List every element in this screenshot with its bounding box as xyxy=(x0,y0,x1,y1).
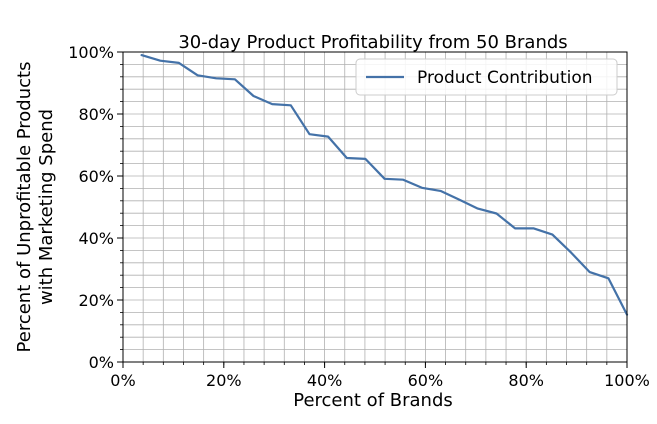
y-tick-label: 80% xyxy=(78,105,114,124)
y-tick-label: 60% xyxy=(78,167,114,186)
chart-title: 30-day Product Profitability from 50 Bra… xyxy=(178,32,567,53)
x-tick-labels: 0% 20% 40% 60% 80% 100% xyxy=(110,371,650,390)
y-axis-label-line-1: Percent of Unprofitable Products xyxy=(14,62,35,353)
y-axis-label-line-2: with Marketing Spend xyxy=(36,109,57,305)
x-axis-label: Percent of Brands xyxy=(293,390,453,411)
series-layer xyxy=(140,53,629,316)
x-tick-label: 100% xyxy=(604,371,650,390)
y-tick-label: 20% xyxy=(78,291,114,310)
legend-box xyxy=(355,58,618,96)
y-tick-labels: 0% 20% 40% 60% 80% 100% xyxy=(68,43,114,372)
y-tick-label: 40% xyxy=(78,229,114,248)
x-tick-label: 0% xyxy=(110,371,135,390)
y-tick-label: 0% xyxy=(89,353,114,372)
legend-label-product-contribution: Product Contribution xyxy=(417,68,593,88)
axis-ticks xyxy=(117,51,628,368)
x-tick-label: 60% xyxy=(408,371,444,390)
y-tick-label: 100% xyxy=(68,43,114,62)
grid-lines xyxy=(122,51,628,363)
plot-frame xyxy=(122,51,628,363)
x-tick-label: 20% xyxy=(206,371,242,390)
x-tick-label: 80% xyxy=(508,371,544,390)
x-tick-label: 40% xyxy=(307,371,343,390)
series-line-product-contribution xyxy=(140,53,629,316)
legend: Product Contribution xyxy=(355,58,618,96)
y-axis-label: Percent of Unprofitable Products with Ma… xyxy=(14,62,57,353)
